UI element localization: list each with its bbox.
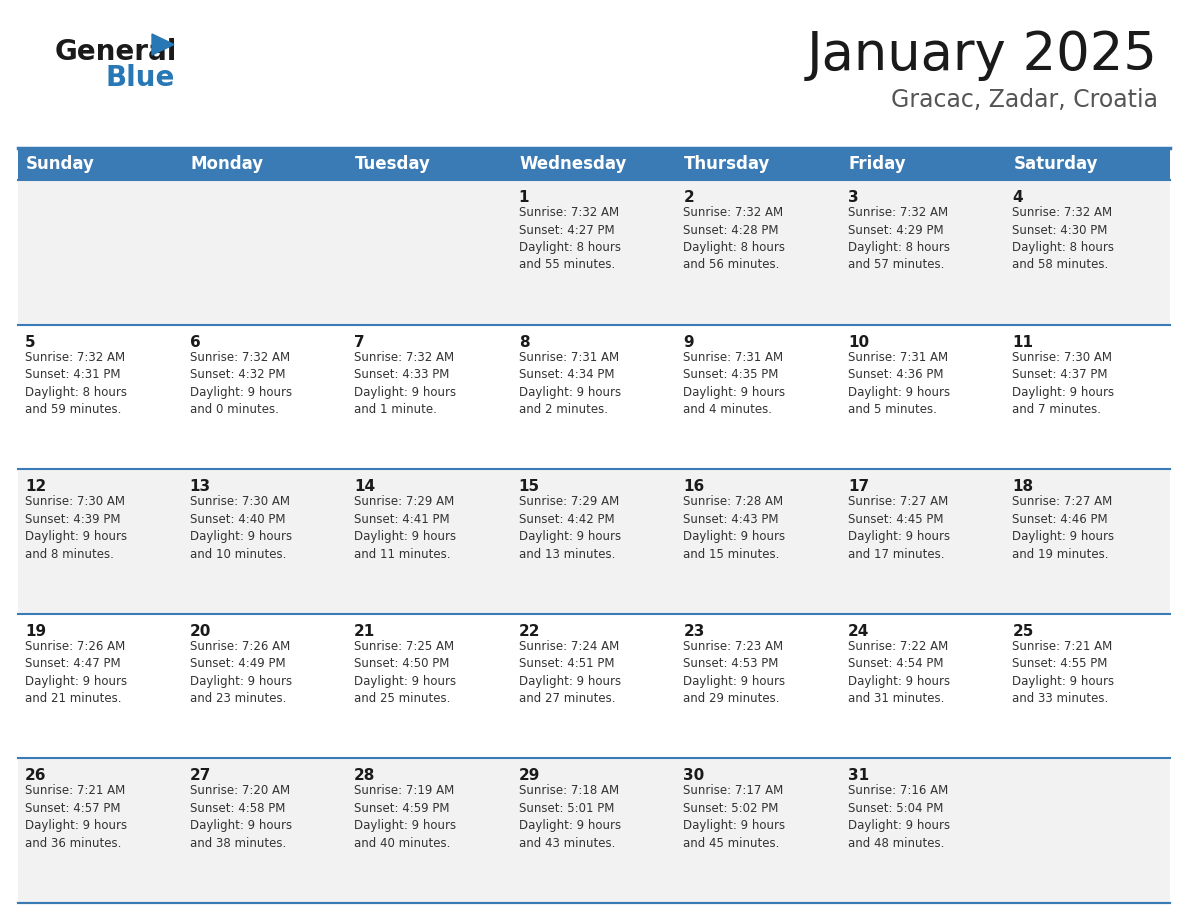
Text: 26: 26 (25, 768, 46, 783)
Text: Sunrise: 7:32 AM
Sunset: 4:31 PM
Daylight: 8 hours
and 59 minutes.: Sunrise: 7:32 AM Sunset: 4:31 PM Dayligh… (25, 351, 127, 416)
Text: Sunrise: 7:31 AM
Sunset: 4:34 PM
Daylight: 9 hours
and 2 minutes.: Sunrise: 7:31 AM Sunset: 4:34 PM Dayligh… (519, 351, 621, 416)
Text: Sunrise: 7:32 AM
Sunset: 4:29 PM
Daylight: 8 hours
and 57 minutes.: Sunrise: 7:32 AM Sunset: 4:29 PM Dayligh… (848, 206, 950, 272)
Text: Gracac, Zadar, Croatia: Gracac, Zadar, Croatia (891, 88, 1158, 112)
Text: Wednesday: Wednesday (519, 155, 627, 173)
Text: Sunrise: 7:29 AM
Sunset: 4:42 PM
Daylight: 9 hours
and 13 minutes.: Sunrise: 7:29 AM Sunset: 4:42 PM Dayligh… (519, 495, 621, 561)
Text: 5: 5 (25, 334, 36, 350)
Text: 3: 3 (848, 190, 859, 205)
Bar (18, 148, 1170, 180)
Text: Sunrise: 7:32 AM
Sunset: 4:30 PM
Daylight: 8 hours
and 58 minutes.: Sunrise: 7:32 AM Sunset: 4:30 PM Dayligh… (1012, 206, 1114, 272)
Text: Tuesday: Tuesday (355, 155, 431, 173)
Text: 6: 6 (190, 334, 201, 350)
Text: 15: 15 (519, 479, 539, 494)
Text: Sunrise: 7:30 AM
Sunset: 4:39 PM
Daylight: 9 hours
and 8 minutes.: Sunrise: 7:30 AM Sunset: 4:39 PM Dayligh… (25, 495, 127, 561)
Text: Sunday: Sunday (26, 155, 95, 173)
Text: Sunrise: 7:16 AM
Sunset: 5:04 PM
Daylight: 9 hours
and 48 minutes.: Sunrise: 7:16 AM Sunset: 5:04 PM Dayligh… (848, 784, 950, 850)
Text: 18: 18 (1012, 479, 1034, 494)
Polygon shape (152, 34, 173, 55)
Text: 19: 19 (25, 624, 46, 639)
Text: 29: 29 (519, 768, 541, 783)
Text: 31: 31 (848, 768, 868, 783)
Text: 17: 17 (848, 479, 868, 494)
Text: Sunrise: 7:22 AM
Sunset: 4:54 PM
Daylight: 9 hours
and 31 minutes.: Sunrise: 7:22 AM Sunset: 4:54 PM Dayligh… (848, 640, 950, 705)
Text: Sunrise: 7:24 AM
Sunset: 4:51 PM
Daylight: 9 hours
and 27 minutes.: Sunrise: 7:24 AM Sunset: 4:51 PM Dayligh… (519, 640, 621, 705)
Text: Sunrise: 7:31 AM
Sunset: 4:36 PM
Daylight: 9 hours
and 5 minutes.: Sunrise: 7:31 AM Sunset: 4:36 PM Dayligh… (848, 351, 950, 416)
Text: Sunrise: 7:20 AM
Sunset: 4:58 PM
Daylight: 9 hours
and 38 minutes.: Sunrise: 7:20 AM Sunset: 4:58 PM Dayligh… (190, 784, 292, 850)
Text: 21: 21 (354, 624, 375, 639)
Text: 10: 10 (848, 334, 868, 350)
Text: 22: 22 (519, 624, 541, 639)
Text: Sunrise: 7:31 AM
Sunset: 4:35 PM
Daylight: 9 hours
and 4 minutes.: Sunrise: 7:31 AM Sunset: 4:35 PM Dayligh… (683, 351, 785, 416)
Text: Blue: Blue (105, 64, 175, 92)
Text: 28: 28 (354, 768, 375, 783)
Text: 8: 8 (519, 334, 530, 350)
Text: 1: 1 (519, 190, 529, 205)
Text: 11: 11 (1012, 334, 1034, 350)
Text: 7: 7 (354, 334, 365, 350)
Text: Friday: Friday (849, 155, 906, 173)
Bar (18, 180, 1170, 325)
Text: Sunrise: 7:32 AM
Sunset: 4:33 PM
Daylight: 9 hours
and 1 minute.: Sunrise: 7:32 AM Sunset: 4:33 PM Dayligh… (354, 351, 456, 416)
Text: Sunrise: 7:28 AM
Sunset: 4:43 PM
Daylight: 9 hours
and 15 minutes.: Sunrise: 7:28 AM Sunset: 4:43 PM Dayligh… (683, 495, 785, 561)
Text: January 2025: January 2025 (807, 29, 1158, 81)
Text: Sunrise: 7:25 AM
Sunset: 4:50 PM
Daylight: 9 hours
and 25 minutes.: Sunrise: 7:25 AM Sunset: 4:50 PM Dayligh… (354, 640, 456, 705)
Text: Sunrise: 7:26 AM
Sunset: 4:47 PM
Daylight: 9 hours
and 21 minutes.: Sunrise: 7:26 AM Sunset: 4:47 PM Dayligh… (25, 640, 127, 705)
Text: 24: 24 (848, 624, 870, 639)
Text: Sunrise: 7:18 AM
Sunset: 5:01 PM
Daylight: 9 hours
and 43 minutes.: Sunrise: 7:18 AM Sunset: 5:01 PM Dayligh… (519, 784, 621, 850)
Text: 4: 4 (1012, 190, 1023, 205)
Text: Thursday: Thursday (684, 155, 771, 173)
Text: 2: 2 (683, 190, 694, 205)
Text: 13: 13 (190, 479, 210, 494)
Text: Sunrise: 7:32 AM
Sunset: 4:28 PM
Daylight: 8 hours
and 56 minutes.: Sunrise: 7:32 AM Sunset: 4:28 PM Dayligh… (683, 206, 785, 272)
Bar (18, 758, 1170, 903)
Text: Sunrise: 7:30 AM
Sunset: 4:40 PM
Daylight: 9 hours
and 10 minutes.: Sunrise: 7:30 AM Sunset: 4:40 PM Dayligh… (190, 495, 292, 561)
Text: 9: 9 (683, 334, 694, 350)
Text: Sunrise: 7:27 AM
Sunset: 4:46 PM
Daylight: 9 hours
and 19 minutes.: Sunrise: 7:27 AM Sunset: 4:46 PM Dayligh… (1012, 495, 1114, 561)
Text: Sunrise: 7:32 AM
Sunset: 4:27 PM
Daylight: 8 hours
and 55 minutes.: Sunrise: 7:32 AM Sunset: 4:27 PM Dayligh… (519, 206, 620, 272)
Text: 20: 20 (190, 624, 211, 639)
Text: 27: 27 (190, 768, 211, 783)
Text: 25: 25 (1012, 624, 1034, 639)
Text: Sunrise: 7:17 AM
Sunset: 5:02 PM
Daylight: 9 hours
and 45 minutes.: Sunrise: 7:17 AM Sunset: 5:02 PM Dayligh… (683, 784, 785, 850)
Text: Sunrise: 7:21 AM
Sunset: 4:57 PM
Daylight: 9 hours
and 36 minutes.: Sunrise: 7:21 AM Sunset: 4:57 PM Dayligh… (25, 784, 127, 850)
Bar (18, 469, 1170, 614)
Text: Sunrise: 7:30 AM
Sunset: 4:37 PM
Daylight: 9 hours
and 7 minutes.: Sunrise: 7:30 AM Sunset: 4:37 PM Dayligh… (1012, 351, 1114, 416)
Text: Sunrise: 7:32 AM
Sunset: 4:32 PM
Daylight: 9 hours
and 0 minutes.: Sunrise: 7:32 AM Sunset: 4:32 PM Dayligh… (190, 351, 292, 416)
Text: Sunrise: 7:19 AM
Sunset: 4:59 PM
Daylight: 9 hours
and 40 minutes.: Sunrise: 7:19 AM Sunset: 4:59 PM Dayligh… (354, 784, 456, 850)
Text: 14: 14 (354, 479, 375, 494)
Text: Sunrise: 7:23 AM
Sunset: 4:53 PM
Daylight: 9 hours
and 29 minutes.: Sunrise: 7:23 AM Sunset: 4:53 PM Dayligh… (683, 640, 785, 705)
Bar (18, 614, 1170, 758)
Bar (18, 325, 1170, 469)
Text: Sunrise: 7:27 AM
Sunset: 4:45 PM
Daylight: 9 hours
and 17 minutes.: Sunrise: 7:27 AM Sunset: 4:45 PM Dayligh… (848, 495, 950, 561)
Text: 12: 12 (25, 479, 46, 494)
Text: 30: 30 (683, 768, 704, 783)
Text: Saturday: Saturday (1013, 155, 1098, 173)
Text: Sunrise: 7:21 AM
Sunset: 4:55 PM
Daylight: 9 hours
and 33 minutes.: Sunrise: 7:21 AM Sunset: 4:55 PM Dayligh… (1012, 640, 1114, 705)
Text: Sunrise: 7:26 AM
Sunset: 4:49 PM
Daylight: 9 hours
and 23 minutes.: Sunrise: 7:26 AM Sunset: 4:49 PM Dayligh… (190, 640, 292, 705)
Text: 23: 23 (683, 624, 704, 639)
Text: General: General (55, 38, 177, 66)
Text: Monday: Monday (190, 155, 264, 173)
Text: 16: 16 (683, 479, 704, 494)
Text: Sunrise: 7:29 AM
Sunset: 4:41 PM
Daylight: 9 hours
and 11 minutes.: Sunrise: 7:29 AM Sunset: 4:41 PM Dayligh… (354, 495, 456, 561)
